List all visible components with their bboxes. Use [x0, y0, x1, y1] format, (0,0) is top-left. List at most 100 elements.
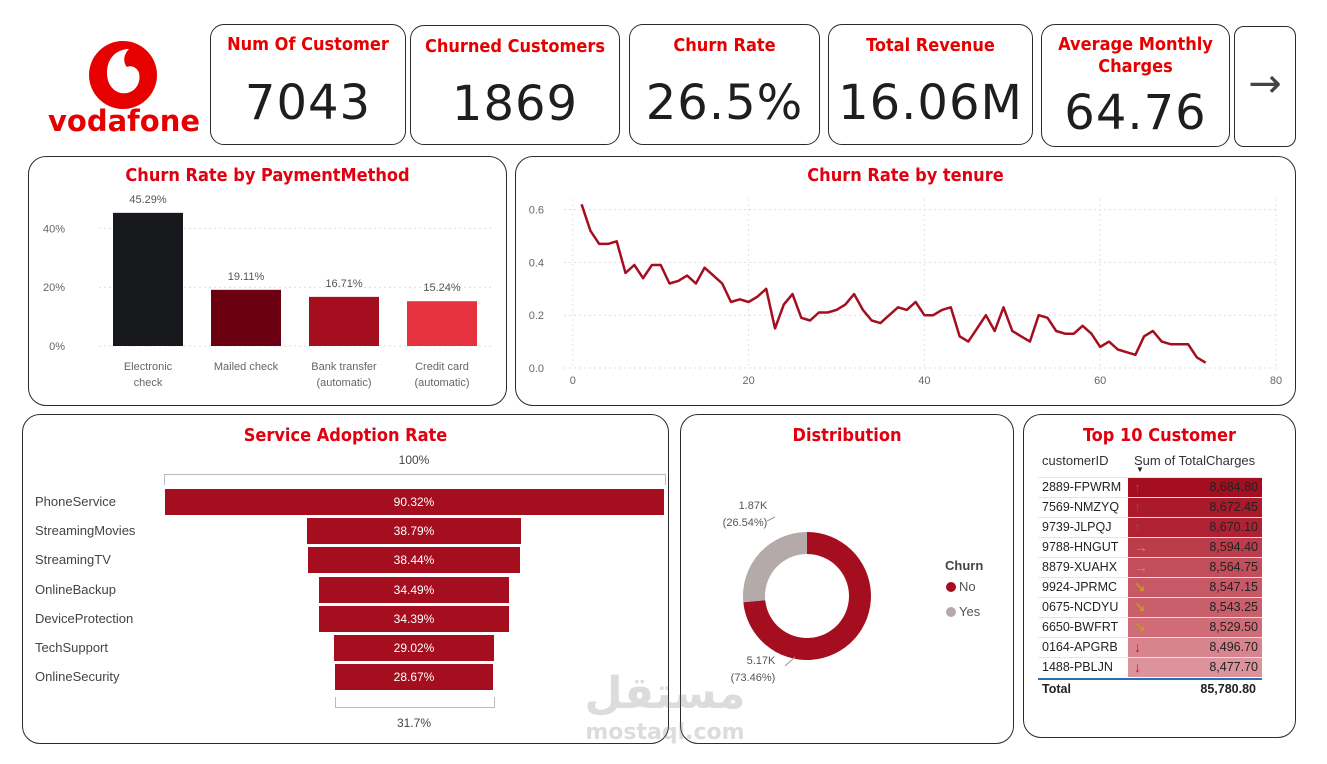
funnel-category-label: PhoneService [35, 494, 116, 509]
bar[interactable] [211, 289, 281, 346]
funnel-bar[interactable]: 34.49% [318, 576, 510, 603]
value-cell-background [1128, 618, 1262, 637]
funnel-category-label: OnlineBackup [35, 581, 116, 597]
funnel-category-label: OnlineSecurity [35, 669, 120, 685]
table-total-divider [1038, 678, 1262, 680]
slice-percent-label: (73.46%) [731, 672, 776, 684]
customer-id: 8879-XUAHX [1042, 560, 1118, 574]
funnel-bar[interactable]: 28.67% [334, 664, 494, 691]
bar[interactable] [309, 296, 379, 346]
donut-slice[interactable] [743, 532, 871, 660]
slice-percent-label: (26.54%) [723, 517, 768, 529]
y-tick-label: 0.2 [529, 310, 544, 322]
customer-id: 9924-JPRMC [1042, 580, 1118, 594]
next-page-button[interactable]: → [1234, 26, 1296, 147]
legend-swatch[interactable] [946, 607, 956, 617]
x-tick-label: 40 [918, 375, 930, 387]
arrow-down-right-icon: ↘ [1134, 599, 1146, 615]
kpi-card-churned-customers: Churned Customers 1869 [410, 25, 620, 145]
panel-service-adoption: Service Adoption Rate 100% PhoneService 90… [22, 414, 669, 744]
arrow-right-icon: → [1134, 559, 1148, 575]
bar[interactable] [407, 301, 477, 346]
table-row[interactable]: 8879-XUAHX → 8,564.75 [1038, 557, 1262, 578]
kpi-title: Average Monthly Charges [1058, 34, 1213, 77]
y-tick-label: 0.0 [529, 363, 544, 375]
series-line[interactable] [580, 203, 1207, 364]
panel-title: Distribution [792, 425, 902, 446]
payment-bar-chart: 0% 20% 40% 45.29% Electronic check 19.11% Maile… [43, 194, 491, 389]
funnel-bar[interactable]: 29.02% [333, 635, 495, 661]
value-cell-background [1128, 518, 1262, 537]
brand-name: vodafone [48, 104, 201, 138]
column-header-customerid[interactable]: customerID [1042, 453, 1109, 468]
table-row[interactable]: 9788-HNGUT → 8,594.40 [1038, 537, 1262, 558]
total-charges-value: 8,547.15 [1209, 580, 1258, 594]
x-tick-label: (automatic) [414, 377, 469, 389]
y-tick-label: 0% [49, 341, 65, 353]
table-row[interactable]: 0675-NCDYU ↘ 8,543.25 [1038, 597, 1262, 618]
y-tick-label: 40% [43, 223, 65, 235]
donut-slice[interactable] [743, 532, 807, 603]
total-charges-value: 8,684.80 [1209, 480, 1258, 494]
total-charges-value: 8,477.70 [1209, 660, 1258, 674]
table-row[interactable]: 6650-BWFRT ↘ 8,529.50 [1038, 617, 1262, 638]
funnel-category-label: DeviceProtection [35, 610, 134, 626]
funnel-bottom-bracket [334, 697, 496, 709]
funnel-bar[interactable]: 34.39% [319, 605, 509, 632]
value-cell-background [1128, 598, 1262, 617]
arrow-right-icon: → [1134, 539, 1148, 555]
data-label: 45.29% [129, 194, 167, 206]
slice-value-label: 5.17K [747, 655, 776, 667]
kpi-title: Total Revenue [866, 35, 995, 56]
funnel-bar[interactable]: 38.79% [306, 518, 522, 545]
x-tick-label: (automatic) [316, 377, 371, 389]
customer-id: 0675-NCDYU [1042, 600, 1119, 614]
total-charges-value: 8,670.10 [1209, 520, 1258, 534]
x-tick-label: 60 [1094, 375, 1106, 387]
leader-line [784, 656, 796, 667]
x-tick-label: check [134, 377, 163, 389]
legend-label[interactable]: Yes [959, 604, 981, 619]
leader-line [766, 516, 776, 522]
x-tick-label: Bank transfer [311, 361, 377, 373]
vodafone-logo: vodafone [38, 30, 200, 140]
kpi-title: Churn Rate [673, 35, 776, 56]
table-row[interactable]: 1488-PBLJN ↓ 8,477.70 [1038, 657, 1262, 678]
panel-churn-by-tenure: Churn Rate by tenure 0.0 0.2 0.4 0.6 0 20 40 60… [515, 156, 1296, 406]
funnel-bar[interactable]: 90.32% [164, 489, 664, 515]
total-charges-value: 8,543.25 [1209, 600, 1258, 614]
table-row[interactable]: 2889-FPWRM ↑ 8,684.80 [1038, 477, 1262, 498]
bar[interactable] [113, 212, 183, 346]
table-row[interactable]: 9739-JLPQJ ↑ 8,670.10 [1038, 517, 1262, 538]
legend-title: Churn [945, 558, 983, 573]
total-label: Total [1042, 682, 1071, 696]
customer-id: 1488-PBLJN [1042, 660, 1113, 674]
arrow-down-icon: ↓ [1134, 639, 1141, 655]
sort-desc-icon: ▼ [1136, 465, 1144, 474]
slice-value-label: 1.87K [739, 500, 768, 512]
kpi-card-num-customers: Num Of Customer 7043 [210, 24, 406, 145]
total-charges-value: 8,594.40 [1209, 540, 1258, 554]
kpi-value: 16.06M [838, 75, 1023, 131]
panel-title: Churn Rate by PaymentMethod [125, 165, 410, 186]
arrow-up-icon: ↑ [1134, 519, 1141, 535]
funnel-top-label: 100% [398, 453, 430, 467]
x-tick-label: Credit card [415, 361, 469, 373]
panel-title: Top 10 Customer [1083, 425, 1236, 446]
y-tick-label: 20% [43, 282, 65, 294]
panel-title: Churn Rate by tenure [807, 165, 1004, 186]
legend-swatch[interactable] [946, 582, 956, 592]
value-cell-background [1128, 558, 1262, 577]
table-row[interactable]: 9924-JPRMC ↘ 8,547.15 [1038, 577, 1262, 598]
funnel-bar[interactable]: 38.44% [307, 547, 521, 574]
legend-label[interactable]: No [959, 579, 976, 594]
value-cell-background [1128, 498, 1262, 517]
total-charges-value: 8,672.45 [1209, 500, 1258, 514]
customer-id: 0164-APGRB [1042, 640, 1118, 654]
kpi-card-total-revenue: Total Revenue 16.06M [828, 24, 1033, 145]
kpi-value: 7043 [244, 75, 372, 131]
table-row[interactable]: 0164-APGRB ↓ 8,496.70 [1038, 637, 1262, 658]
table-row[interactable]: 7569-NMZYQ ↑ 8,672.45 [1038, 497, 1262, 518]
column-header-total-charges[interactable]: Sum of TotalCharges [1134, 453, 1256, 468]
data-label: 15.24% [423, 282, 461, 294]
